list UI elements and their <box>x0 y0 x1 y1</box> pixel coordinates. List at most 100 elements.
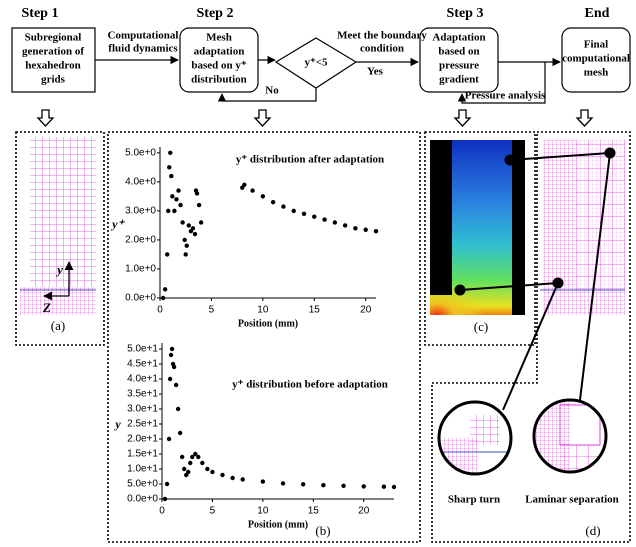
data-point <box>197 203 201 207</box>
data-point <box>187 223 191 227</box>
y-tick-label: 4.5e+1 <box>127 359 158 370</box>
y-tick-label: 5.0e+0 <box>127 479 158 490</box>
wall <box>512 140 525 315</box>
data-point <box>176 407 180 411</box>
panel-label: (c) <box>474 319 488 334</box>
mesh-image <box>20 287 96 315</box>
data-point <box>178 203 182 207</box>
box-label: generation of <box>22 46 84 58</box>
data-point <box>301 482 305 486</box>
panel-label: (a) <box>51 318 65 333</box>
box-label: hexahedron <box>25 60 80 72</box>
y-tick-label: 0.0e+0 <box>125 293 156 304</box>
arrow-label: Computational <box>108 30 179 42</box>
chart: 0.0e+05.0e+01.0e+11.5e+12.0e+12.5e+13.0e… <box>113 343 396 530</box>
box-label: Subregional <box>25 32 82 44</box>
step-heading: End <box>585 6 610 21</box>
arrow-label: No <box>265 85 279 97</box>
x-tick-label: 10 <box>257 305 269 316</box>
y-tick-label: 4.0e+1 <box>127 374 158 385</box>
box-label: Mesh <box>206 32 232 44</box>
mesh-image <box>575 140 625 290</box>
data-point <box>170 347 174 351</box>
box-label: mesh <box>584 67 608 79</box>
link-dot <box>606 149 615 158</box>
down-arrows <box>38 110 592 126</box>
data-point <box>195 191 199 195</box>
down-arrow <box>455 110 470 126</box>
x-tick-label: 10 <box>257 506 269 517</box>
data-point <box>341 484 345 488</box>
data-point <box>196 455 200 459</box>
data-point <box>185 244 189 248</box>
mesh-image <box>30 137 96 287</box>
data-point <box>321 483 325 487</box>
x-tick-label: 20 <box>358 506 370 517</box>
arrow-label: Meet the boundary <box>337 30 427 42</box>
data-point <box>172 365 176 369</box>
panel-label: (b) <box>315 523 330 538</box>
down-arrow <box>38 110 53 126</box>
box-label: grids <box>41 74 66 86</box>
data-point <box>186 470 190 474</box>
data-point <box>170 194 174 198</box>
data-point <box>333 220 337 224</box>
y-tick-label: 4.0e+0 <box>125 176 156 187</box>
arrow-label: fluid dynamics <box>108 43 178 55</box>
data-point <box>174 383 178 387</box>
y-tick-label: 2.0e+0 <box>125 235 156 246</box>
data-point <box>182 467 186 471</box>
y-tick-label: 1.0e+0 <box>125 264 156 275</box>
y-tick-label: 5.0e+0 <box>125 147 156 158</box>
data-point <box>188 461 192 465</box>
data-point <box>250 188 254 192</box>
box-label: based on <box>438 46 479 58</box>
data-point <box>261 194 265 198</box>
y-tick-label: 3.5e+1 <box>127 389 158 400</box>
link-dot <box>456 286 465 295</box>
data-point <box>261 479 265 483</box>
step-heading: Step 1 <box>22 6 59 21</box>
mesh-image <box>470 415 500 445</box>
data-point <box>178 431 182 435</box>
data-point <box>353 226 357 230</box>
box-label: distribution <box>191 74 247 86</box>
zoom-label: Sharp turn <box>448 494 500 506</box>
x-tick-label: 15 <box>308 506 320 517</box>
x-tick-label: 20 <box>360 305 372 316</box>
x-tick-label: 0 <box>157 305 163 316</box>
data-point <box>180 220 184 224</box>
x-tick-label: 0 <box>159 506 165 517</box>
decision-label: y⁺<5 <box>304 57 328 69</box>
data-point <box>169 353 173 357</box>
box-label: pressure <box>439 60 479 72</box>
y-axis-label: y⁺ <box>110 217 125 231</box>
data-point <box>374 229 378 233</box>
y-tick-label: 2.5e+1 <box>127 419 158 430</box>
x-axis-label: Position (mm) <box>248 519 308 530</box>
link-dot <box>506 156 515 165</box>
data-point <box>165 482 169 486</box>
chart-title: y⁺ distribution before adaptation <box>232 379 388 391</box>
box-label: adaptation <box>194 46 245 58</box>
data-point <box>230 476 234 480</box>
arrow-label: condition <box>360 43 404 55</box>
step-heading: Step 3 <box>447 6 484 21</box>
y-tick-label: 1.0e+1 <box>127 464 158 475</box>
data-point <box>163 287 167 291</box>
data-point <box>191 226 195 230</box>
x-axis-label: Position (mm) <box>238 318 298 329</box>
link-dot <box>554 279 563 288</box>
panel-label: (d) <box>585 523 600 538</box>
box-label: Final <box>584 39 608 51</box>
y-tick-label: 2.0e+1 <box>127 434 158 445</box>
data-point <box>242 183 246 187</box>
axis-label: Z <box>42 300 51 315</box>
figure: Step 1Step 2Step 3EndSubregionalgenerati… <box>0 0 636 547</box>
data-point <box>271 200 275 204</box>
down-arrow <box>255 110 270 126</box>
zoom-label: Laminar separation <box>525 494 619 506</box>
data-point <box>220 473 224 477</box>
box-label: Adaptation <box>432 32 485 44</box>
wall <box>430 140 452 295</box>
